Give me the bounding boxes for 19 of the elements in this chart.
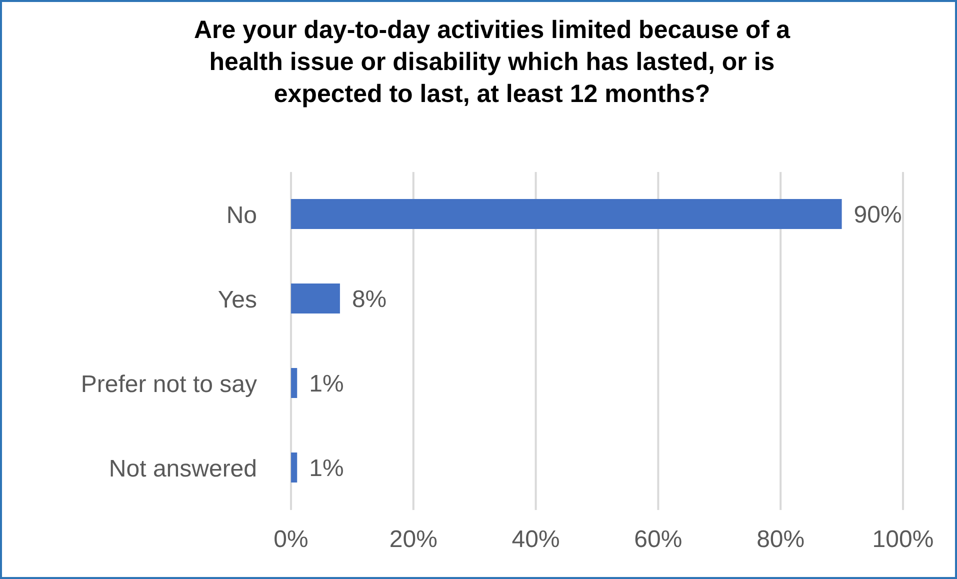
x-tick-label: 0%: [274, 526, 308, 554]
bar: [291, 284, 340, 314]
bar: [291, 452, 298, 482]
y-tick-label: Not answered: [108, 455, 257, 482]
x-tick-label: 40%: [512, 526, 560, 554]
y-tick-label: Yes: [218, 286, 257, 314]
data-label: 90%: [854, 202, 902, 229]
x-tick-label: 20%: [389, 526, 438, 554]
x-tick-label: 100%: [872, 526, 934, 554]
data-label: 1%: [309, 455, 344, 482]
bar: [291, 368, 298, 398]
x-tick-label: 80%: [756, 526, 805, 554]
x-tick-label: 60%: [634, 526, 682, 554]
data-label: 1%: [309, 370, 344, 398]
data-label: 8%: [352, 286, 387, 314]
bar: [291, 199, 842, 229]
chart-title: Are your day-to-day activities limited because of a health issue or disability which has lasted, or is expected to last, at least 12 months?: [192, 15, 792, 110]
y-tick-label: Prefer not to say: [80, 370, 257, 398]
y-tick-label: No: [226, 202, 257, 229]
